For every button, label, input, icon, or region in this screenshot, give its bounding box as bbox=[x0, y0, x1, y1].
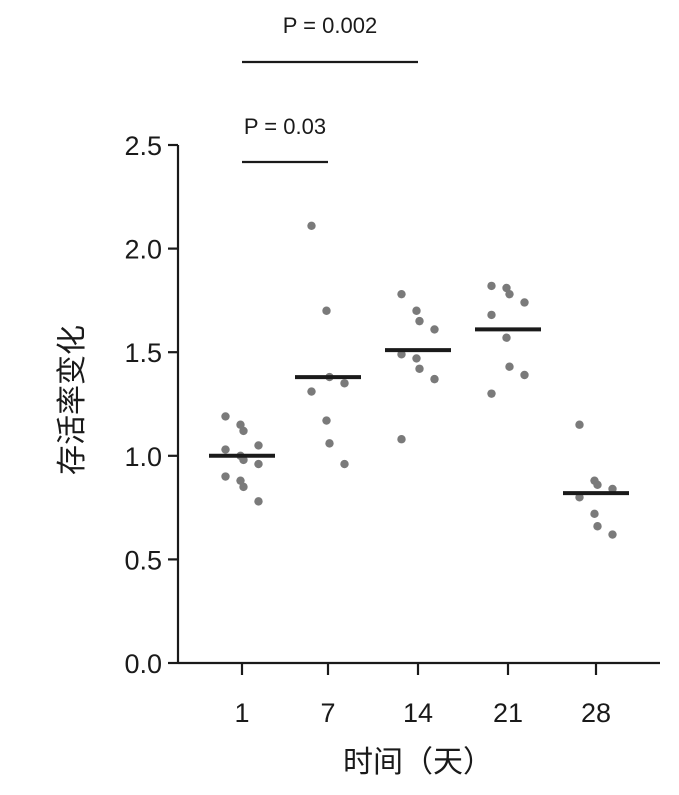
medians-layer bbox=[209, 327, 629, 496]
data-point bbox=[608, 530, 617, 539]
data-point bbox=[254, 459, 263, 469]
x-axis-title: 时间（天） bbox=[343, 745, 493, 780]
data-point bbox=[412, 354, 421, 363]
data-point bbox=[487, 389, 496, 398]
x-tick-label: 1 bbox=[234, 698, 249, 728]
data-point bbox=[236, 420, 245, 429]
data-point bbox=[340, 379, 349, 388]
data-point bbox=[397, 289, 406, 299]
data-point bbox=[593, 522, 602, 531]
data-point bbox=[430, 374, 439, 384]
y-tick-label: 2.5 bbox=[124, 131, 162, 161]
data-point bbox=[575, 420, 584, 429]
data-point bbox=[254, 497, 263, 506]
data-point bbox=[221, 472, 230, 481]
x-tick-label: 28 bbox=[581, 698, 611, 728]
data-point bbox=[322, 306, 331, 315]
y-tick-label: 1.5 bbox=[124, 338, 162, 368]
data-point bbox=[608, 484, 617, 494]
data-point bbox=[505, 289, 514, 299]
points-layer bbox=[221, 221, 617, 539]
data-point bbox=[221, 412, 230, 421]
data-point bbox=[502, 333, 511, 342]
y-axis-title: 存活率变化 bbox=[55, 325, 90, 475]
y-tick-label: 0.5 bbox=[124, 545, 162, 575]
x-tick-label: 14 bbox=[403, 698, 433, 728]
data-point bbox=[254, 441, 263, 450]
data-point bbox=[397, 435, 406, 444]
data-point bbox=[340, 459, 349, 469]
data-point bbox=[221, 445, 230, 454]
data-point bbox=[239, 426, 248, 436]
data-point bbox=[430, 325, 439, 334]
data-point bbox=[590, 509, 599, 519]
data-point bbox=[307, 221, 316, 231]
data-point bbox=[412, 306, 421, 315]
significance-layer: P = 0.002 P = 0.03 bbox=[242, 13, 418, 164]
data-point bbox=[520, 370, 529, 380]
data-point bbox=[307, 387, 316, 396]
data-point bbox=[322, 416, 331, 425]
data-point bbox=[236, 476, 245, 485]
axes-layer: 0.0 0.5 1.0 1.5 2.0 2.5 1 7 14 21 28 bbox=[124, 131, 660, 728]
significance-label: P = 0.03 bbox=[244, 114, 326, 139]
x-tick-label: 21 bbox=[493, 698, 523, 728]
data-point bbox=[502, 283, 511, 293]
data-point bbox=[239, 482, 248, 492]
data-point bbox=[325, 439, 334, 448]
data-point bbox=[415, 364, 424, 373]
data-point bbox=[397, 350, 406, 359]
y-tick-label: 2.0 bbox=[124, 235, 162, 265]
significance-label: P = 0.002 bbox=[283, 13, 377, 38]
data-point bbox=[415, 316, 424, 326]
data-point bbox=[520, 298, 529, 307]
data-point bbox=[593, 480, 602, 490]
y-tick-label: 1.0 bbox=[124, 442, 162, 472]
data-point bbox=[487, 281, 496, 291]
data-point bbox=[575, 493, 584, 502]
data-point bbox=[487, 310, 496, 320]
y-tick-label: 0.0 bbox=[124, 649, 162, 679]
data-point bbox=[239, 455, 248, 465]
x-tick-label: 7 bbox=[320, 698, 335, 728]
data-point bbox=[505, 362, 514, 371]
